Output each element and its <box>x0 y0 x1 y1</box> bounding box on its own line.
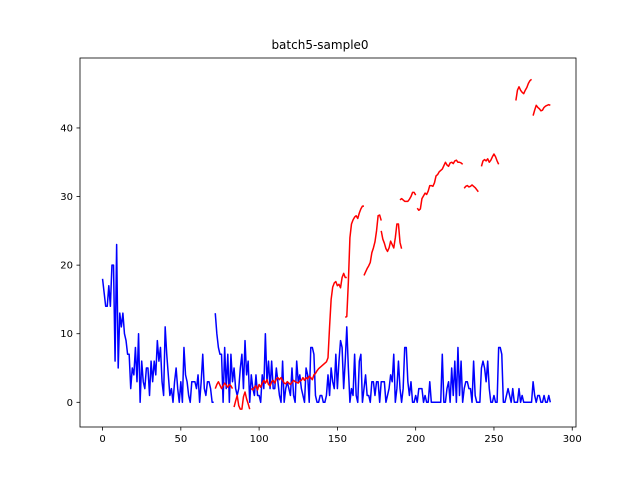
series-1-line-segment <box>363 214 382 276</box>
y-tick-label: 40 <box>60 123 73 134</box>
x-axis: 0 50 100 150 200 250 300 <box>99 427 582 445</box>
x-tick-label: 300 <box>563 434 582 445</box>
series-0-line-segment <box>101 243 214 404</box>
series-1-line-segment <box>532 103 551 116</box>
series-1-line-segment <box>515 78 533 101</box>
series-0-line-segment <box>214 313 552 404</box>
y-tick-label: 30 <box>60 192 73 203</box>
series-1-line-segment <box>250 272 347 391</box>
series-1-line-segment <box>480 153 500 167</box>
x-tick-label: 200 <box>406 434 425 445</box>
y-tick-label: 10 <box>60 329 73 340</box>
series-1-line-segment <box>214 380 234 390</box>
chart-title: batch5-sample0 <box>271 38 368 52</box>
series-1-line-segment <box>380 223 403 253</box>
series-1-line-segment <box>463 184 479 193</box>
x-tick-label: 0 <box>99 434 105 445</box>
x-tick-label: 150 <box>328 434 347 445</box>
series-1-line-segment <box>344 205 365 318</box>
series-1-line-segment <box>233 391 251 410</box>
series-1-line-segment <box>416 159 464 212</box>
y-tick-label: 20 <box>60 261 73 272</box>
y-axis: 0 10 20 30 40 <box>60 123 80 409</box>
series-1-line-segment <box>399 191 417 203</box>
y-tick-label: 0 <box>67 398 73 409</box>
x-tick-label: 250 <box>484 434 503 445</box>
x-tick-label: 100 <box>250 434 269 445</box>
x-tick-label: 50 <box>174 434 187 445</box>
series-layer <box>101 78 552 410</box>
plot-frame <box>79 57 577 428</box>
